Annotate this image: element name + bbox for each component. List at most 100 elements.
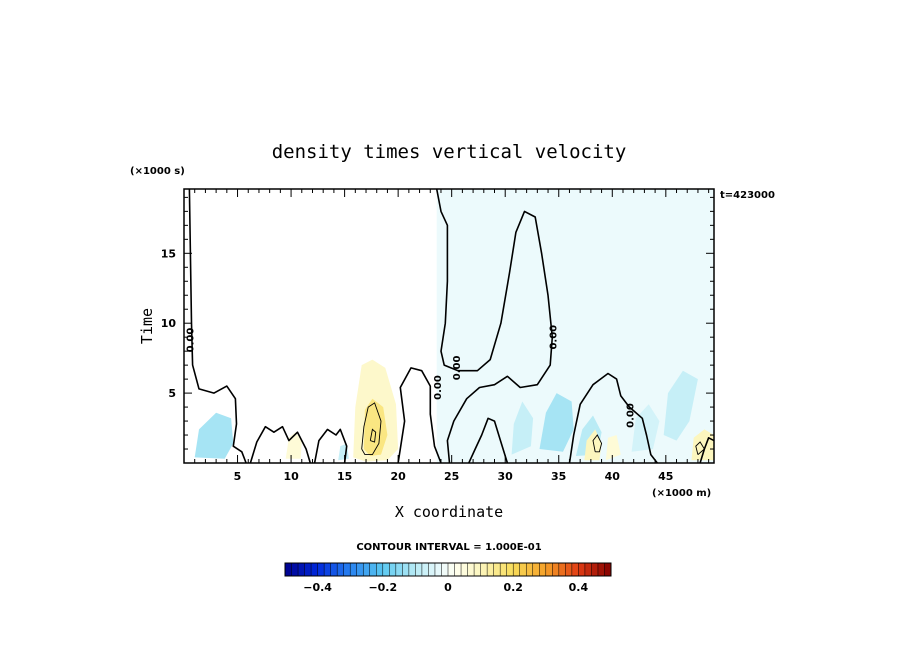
colorbar-cell (285, 563, 292, 576)
y-tick-label: 5 (168, 387, 176, 400)
region-negative-46 (663, 370, 698, 441)
region-positive-40 (605, 435, 621, 461)
colorbar-cell (298, 563, 305, 576)
colorbar-cell (350, 563, 358, 576)
y-axis-title: Time (138, 308, 156, 344)
colorbar-cell (493, 563, 501, 576)
colorbar: −0.4 −0.2 0 0.2 0.4 (284, 562, 612, 594)
region-upper-right-negative (436, 189, 714, 463)
positive-contour-0 (361, 402, 382, 456)
colorbar-cell (591, 563, 599, 576)
colorbar-cell (311, 563, 318, 576)
colorbar-cell (337, 563, 344, 576)
colorbar-cell (558, 563, 566, 576)
positive-contour-1 (369, 428, 377, 443)
axis-ticks: 5 10 15 20 25 30 35 40 45 5 10 15 (161, 189, 714, 483)
x-tick-label: 20 (390, 470, 406, 483)
colorbar-cell (500, 563, 507, 576)
contour-label-4: 0.00 (626, 403, 637, 428)
zero-contour-5 (249, 425, 312, 463)
colorbar-cell (421, 563, 429, 576)
colorbar-cell (317, 563, 325, 576)
y-tick-label: 10 (161, 317, 177, 330)
colorbar-cell (597, 563, 605, 576)
region-positive-17-core (363, 398, 388, 456)
colorbar-cell (578, 563, 586, 576)
colorbar-cell (356, 563, 364, 576)
zero-contour-4 (568, 372, 658, 463)
positive-contour-2 (592, 434, 603, 453)
zero-contour-3 (468, 417, 509, 463)
contour-labels: 0.00 0.00 0.00 0.00 0.00 (186, 325, 637, 428)
colorbar-cell (376, 563, 384, 576)
colorbar-tick-label: 0.2 (503, 581, 523, 594)
colorbar-cell (506, 563, 514, 576)
colorbar-cell (330, 563, 338, 576)
colorbar-cell (382, 563, 390, 576)
x-tick-label: 25 (444, 470, 459, 483)
colorbar-tick-label: 0 (444, 581, 452, 594)
colorbar-cell (519, 563, 527, 576)
colorbar-cell (552, 563, 560, 576)
colorbar-cell (369, 563, 377, 576)
contour-label-0: 0.00 (186, 328, 197, 353)
positive-contour-3 (695, 441, 705, 455)
colorbar-cell (532, 563, 540, 576)
x-tick-label: 40 (605, 470, 621, 483)
colorbar-cell (434, 563, 442, 576)
colorbar-cell (487, 563, 494, 576)
colorbar-cell (291, 563, 299, 576)
colorbar-cell (395, 563, 403, 576)
colorbar-cell (441, 563, 449, 576)
colorbar-cell (539, 563, 547, 576)
colorbar-cell (343, 563, 351, 576)
contour-label-1: 0.00 (433, 375, 444, 400)
plot-area (184, 189, 714, 463)
y-unit-label: (×1000 s) (130, 166, 185, 177)
colorbar-cell (448, 563, 455, 576)
zero-contour-2 (397, 367, 442, 463)
contour-label-2: 0.00 (452, 356, 463, 381)
shaded-regions (194, 189, 714, 463)
colorbar-cell (584, 563, 592, 576)
colorbar-cell (565, 563, 573, 576)
zero-contour-6 (313, 428, 348, 463)
colorbar-cell (526, 563, 534, 576)
region-negative-34 (539, 393, 574, 452)
y-tick-label: 15 (161, 247, 176, 260)
colorbar-cell (513, 563, 521, 576)
colorbar-frame (284, 562, 612, 577)
colorbar-cell (474, 563, 481, 576)
x-tick-label: 15 (337, 470, 352, 483)
x-tick-label: 5 (234, 470, 242, 483)
colorbar-cell (408, 563, 416, 576)
contour-lines (188, 189, 714, 463)
colorbar-cell (467, 563, 475, 576)
colorbar-cell (545, 563, 553, 576)
chart-title: density times vertical velocity (272, 141, 627, 163)
region-negative-30 (511, 401, 534, 455)
region-positive-38 (584, 429, 602, 461)
colorbar-cell (571, 563, 579, 576)
x-tick-label: 45 (658, 470, 673, 483)
colorbar-tick-label: −0.4 (303, 581, 332, 594)
x-axis-title: X coordinate (395, 503, 503, 521)
plot-frame (183, 188, 715, 464)
colorbar-cell (402, 563, 410, 576)
x-tick-label: 10 (283, 470, 299, 483)
colorbar-cell (363, 563, 371, 576)
colorbar-tick-label: −0.2 (368, 581, 397, 594)
zero-contour-1 (435, 189, 554, 463)
colorbar-tick-label: 0.4 (569, 581, 589, 594)
colorbar-cell (324, 563, 331, 576)
zero-contour-0 (188, 189, 247, 463)
x-unit-label: (×1000 m) (652, 488, 711, 499)
colorbar-cell (461, 563, 468, 576)
colorbar-cell (428, 563, 436, 576)
region-left-negative-patch (194, 412, 234, 459)
colorbar-cell (480, 563, 488, 576)
colorbar-cell (304, 563, 312, 576)
zero-contour-7 (699, 436, 714, 463)
contour-label-3: 0.00 (549, 325, 560, 350)
